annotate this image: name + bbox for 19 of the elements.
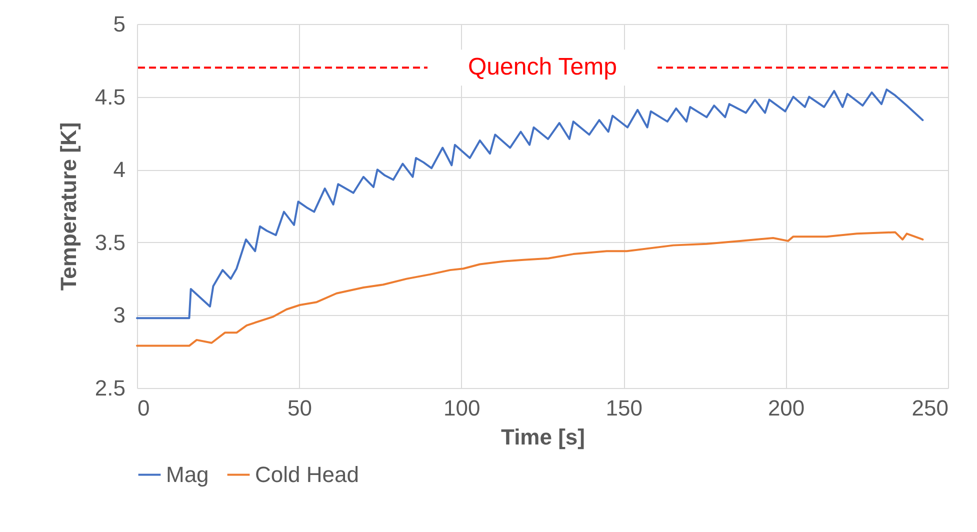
y-axis-title: Temperature [K] (56, 122, 81, 291)
line-series (136, 88, 924, 320)
y-tick-label: 3.5 (94, 230, 126, 255)
y-tick-label: 5 (113, 12, 126, 36)
x-tick-label: 100 (444, 396, 480, 420)
y-tick-label: 4.5 (94, 84, 126, 110)
legend-label: Mag (166, 462, 209, 487)
legend-label: Cold Head (255, 462, 359, 487)
x-tick-label: 250 (912, 396, 948, 420)
ref-line-label: Quench Temp (468, 54, 617, 81)
y-tick-label: 3 (113, 302, 126, 328)
x-tick-label: 0 (138, 396, 150, 420)
x-tick-label: 150 (606, 396, 642, 420)
y-tick-label: 4 (113, 157, 126, 182)
y-tick-label: 2.5 (94, 376, 126, 400)
x-axis-title: Time [s] (501, 424, 585, 450)
x-tick-label: 50 (287, 396, 312, 420)
x-tick-label: 200 (768, 396, 805, 420)
line-series (136, 231, 924, 347)
